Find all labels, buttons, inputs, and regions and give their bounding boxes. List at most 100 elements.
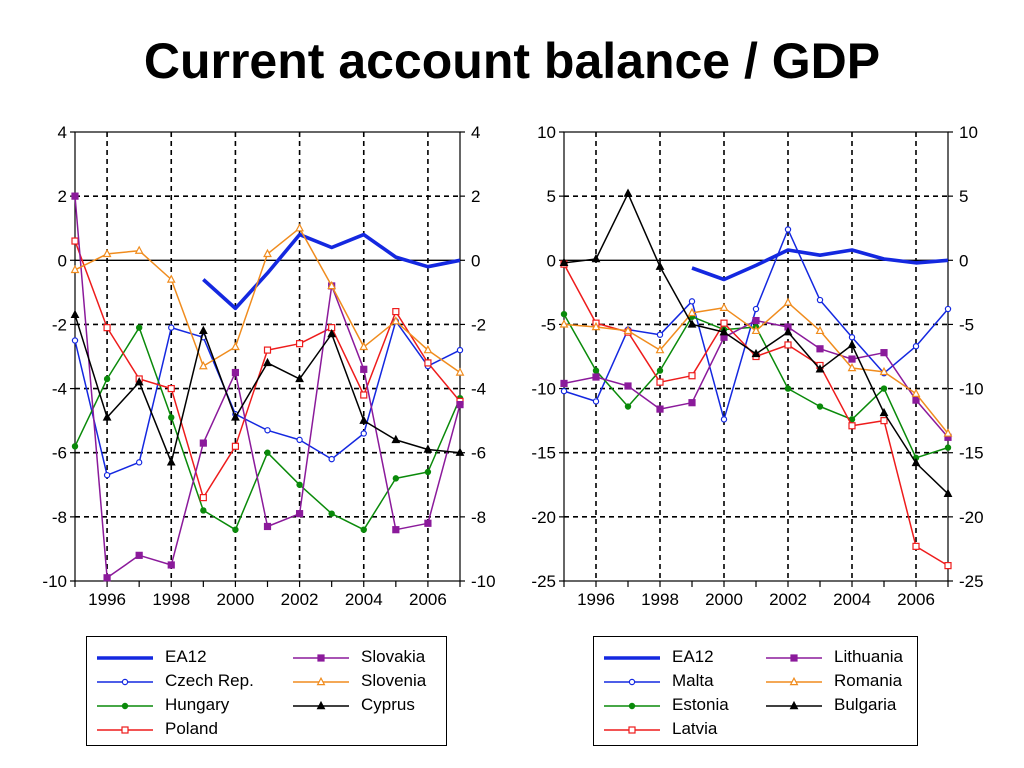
right-point-estonia bbox=[944, 444, 952, 451]
left-point-cyprus bbox=[231, 412, 240, 421]
right-point-lithuania bbox=[560, 379, 568, 388]
right-line-lithuania bbox=[563, 319, 949, 438]
left-point-slovenia bbox=[423, 345, 433, 354]
left-ytick-label-right: 0 bbox=[471, 251, 480, 270]
left-point-czech-rep bbox=[328, 455, 335, 463]
left-series-hungary bbox=[71, 324, 464, 533]
legend-marker-poland bbox=[121, 726, 129, 734]
left-point-hungary bbox=[424, 468, 432, 476]
left-point-czech-rep bbox=[135, 459, 143, 466]
legend-swatch-slovakia bbox=[293, 654, 349, 662]
left-point-hungary bbox=[71, 443, 79, 450]
right-point-bulgaria bbox=[783, 327, 793, 336]
left-point-slovakia bbox=[424, 519, 432, 527]
right-point-malta bbox=[688, 298, 696, 305]
right-line-estonia bbox=[563, 313, 949, 459]
right-point-latvia bbox=[720, 319, 728, 327]
right-point-bulgaria bbox=[559, 257, 569, 267]
left-point-slovenia bbox=[231, 341, 240, 351]
left-point-czech-rep bbox=[264, 427, 271, 434]
right-point-bulgaria bbox=[719, 327, 729, 336]
right-point-romania bbox=[687, 307, 697, 317]
chart-left: -10 -10 -8 -8 -6 -6 -4 -4 -2 -2 0 0 2 2 4 4 1996 1998 2000… bbox=[42, 123, 495, 609]
left-point-slovenia bbox=[166, 274, 176, 283]
left-point-poland bbox=[199, 494, 207, 502]
right-point-latvia bbox=[688, 372, 696, 380]
legend-swatch-cyprus bbox=[293, 700, 349, 710]
right-point-latvia bbox=[848, 422, 856, 430]
left-point-cyprus bbox=[423, 444, 433, 453]
left-point-cyprus bbox=[102, 412, 112, 421]
left-point-cyprus bbox=[455, 447, 465, 456]
left-point-czech-rep bbox=[168, 324, 175, 331]
legend-swatch-lithuania bbox=[766, 654, 822, 662]
legend-marker-lithuania bbox=[790, 654, 798, 662]
left-point-slovakia bbox=[263, 522, 272, 531]
left-point-poland bbox=[103, 324, 111, 332]
legend-label-slovenia: Slovenia bbox=[361, 671, 427, 690]
legend-swatch-malta bbox=[604, 678, 660, 686]
right-ytick-label-right: -10 bbox=[959, 380, 984, 399]
right-ytick-label-left: -20 bbox=[531, 508, 556, 527]
right-series-lithuania bbox=[560, 316, 952, 441]
left-point-hungary bbox=[264, 449, 271, 456]
legend-left: EA12 Czech Rep. Hungary Poland Slovakia Slove… bbox=[86, 636, 447, 746]
left-series-cyprus bbox=[70, 309, 465, 466]
right-point-romania bbox=[783, 297, 793, 306]
legend-swatch-czech-rep bbox=[97, 678, 153, 686]
left-point-slovenia bbox=[70, 264, 80, 274]
left-point-slovenia bbox=[198, 361, 208, 370]
left-point-slovakia bbox=[231, 368, 240, 377]
legend-label-hungary: Hungary bbox=[165, 695, 230, 714]
left-point-cyprus bbox=[134, 377, 144, 386]
left-series-slovenia bbox=[70, 223, 465, 376]
right-point-bulgaria bbox=[591, 253, 601, 263]
left-ytick-label-right: -2 bbox=[471, 315, 486, 334]
left-point-poland bbox=[263, 346, 272, 354]
left-point-slovenia bbox=[263, 248, 272, 258]
right-point-bulgaria bbox=[623, 188, 633, 197]
legend-swatch-ea12 bbox=[97, 656, 153, 660]
right-ytick-label-left: -15 bbox=[531, 444, 556, 463]
right-point-malta bbox=[848, 334, 856, 341]
right-point-bulgaria bbox=[655, 261, 665, 270]
left-xtick-label: 2006 bbox=[409, 590, 447, 609]
left-ytick-label-right: 2 bbox=[471, 187, 480, 206]
left-ytick-label-left: -6 bbox=[52, 444, 67, 463]
legend-label-cyprus: Cyprus bbox=[361, 695, 415, 714]
right-point-malta bbox=[720, 416, 728, 423]
right-ytick-label-right: -20 bbox=[959, 508, 984, 527]
left-point-slovenia bbox=[327, 280, 337, 290]
right-ytick-label-left: 5 bbox=[547, 187, 556, 206]
left-point-poland bbox=[424, 359, 432, 367]
right-ytick-label-right: -25 bbox=[959, 572, 984, 591]
legend-label-slovakia: Slovakia bbox=[361, 647, 426, 666]
left-ytick-label-left: -2 bbox=[52, 315, 67, 334]
left-point-hungary bbox=[135, 324, 143, 331]
right-point-romania bbox=[847, 362, 857, 372]
right-point-malta bbox=[656, 331, 664, 338]
legend-label-bulgaria: Bulgaria bbox=[834, 695, 897, 714]
left-point-slovenia bbox=[295, 223, 304, 232]
right-point-bulgaria bbox=[815, 364, 825, 373]
chart-right: -25 -25 -20 -20 -15 -15 -10 -10 -5 -5 0 0 5 5 10 10 1996… bbox=[531, 123, 984, 609]
left-point-slovakia bbox=[199, 439, 207, 447]
legend-swatch-poland bbox=[97, 726, 153, 734]
legend-label-romania: Romania bbox=[834, 671, 903, 690]
left-point-czech-rep bbox=[71, 337, 79, 344]
legend-label-czech-rep: Czech Rep. bbox=[165, 671, 254, 690]
left-point-slovenia bbox=[391, 316, 401, 325]
right-ytick-label-right: 10 bbox=[959, 123, 978, 142]
left-point-poland bbox=[295, 340, 304, 348]
right-line-ea12 bbox=[691, 248, 949, 282]
right-point-bulgaria bbox=[847, 339, 857, 349]
left-point-slovakia bbox=[135, 551, 143, 559]
right-point-latvia bbox=[656, 378, 664, 386]
right-point-lithuania bbox=[624, 382, 632, 390]
right-point-latvia bbox=[784, 341, 792, 349]
right-point-romania bbox=[911, 388, 921, 397]
left-point-slovakia bbox=[103, 574, 111, 582]
right-point-malta bbox=[752, 305, 760, 313]
right-point-romania bbox=[623, 325, 633, 335]
right-point-lithuania bbox=[816, 345, 824, 353]
